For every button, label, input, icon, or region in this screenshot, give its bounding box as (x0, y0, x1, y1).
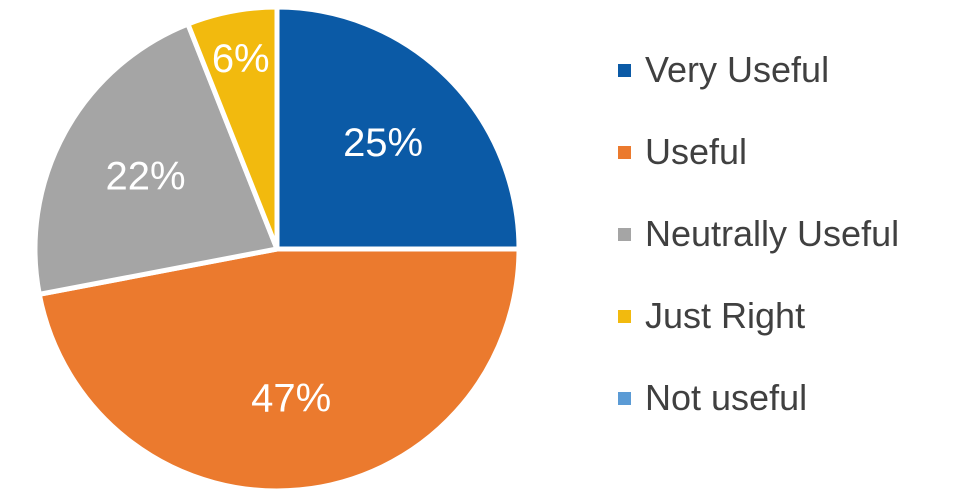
legend-item-useful: Useful (618, 122, 747, 182)
legend-swatch (618, 227, 631, 241)
data-label-just-right: 6% (212, 37, 270, 81)
legend-label: Just Right (645, 295, 806, 336)
pie-slice-very-useful (274, 4, 522, 252)
data-label-neutrally-useful: 22% (105, 155, 185, 199)
legend-swatch (618, 391, 631, 405)
legend-item-just-right: Just Right (618, 286, 805, 346)
legend-item-very-useful: Very Useful (618, 40, 829, 100)
legend-swatch (618, 309, 631, 323)
data-label-very-useful: 25% (343, 121, 423, 165)
pie-slice-neutrally-useful (32, 21, 280, 297)
pie-slices (32, 4, 522, 494)
pie-slice-useful (36, 246, 522, 494)
legend-item-neutrally-useful: Neutrally Useful (618, 204, 899, 264)
pie-slice-just-right (185, 4, 280, 252)
legend-label: Neutrally Useful (645, 213, 900, 254)
pie-plot-area: 25% 47% 22% 6% (32, 4, 522, 494)
legend-label: Very Useful (645, 49, 830, 90)
legend-swatch (618, 63, 631, 77)
legend: Very Useful Useful Neutrally Useful Just Ri… (618, 40, 968, 460)
legend-label: Not useful (645, 377, 808, 418)
data-label-useful: 47% (251, 376, 331, 420)
legend-item-not-useful: Not useful (618, 368, 807, 428)
pie-data-labels: 25% 47% 22% 6% (105, 37, 423, 421)
legend-label: Useful (645, 131, 748, 172)
legend-swatch (618, 145, 631, 159)
